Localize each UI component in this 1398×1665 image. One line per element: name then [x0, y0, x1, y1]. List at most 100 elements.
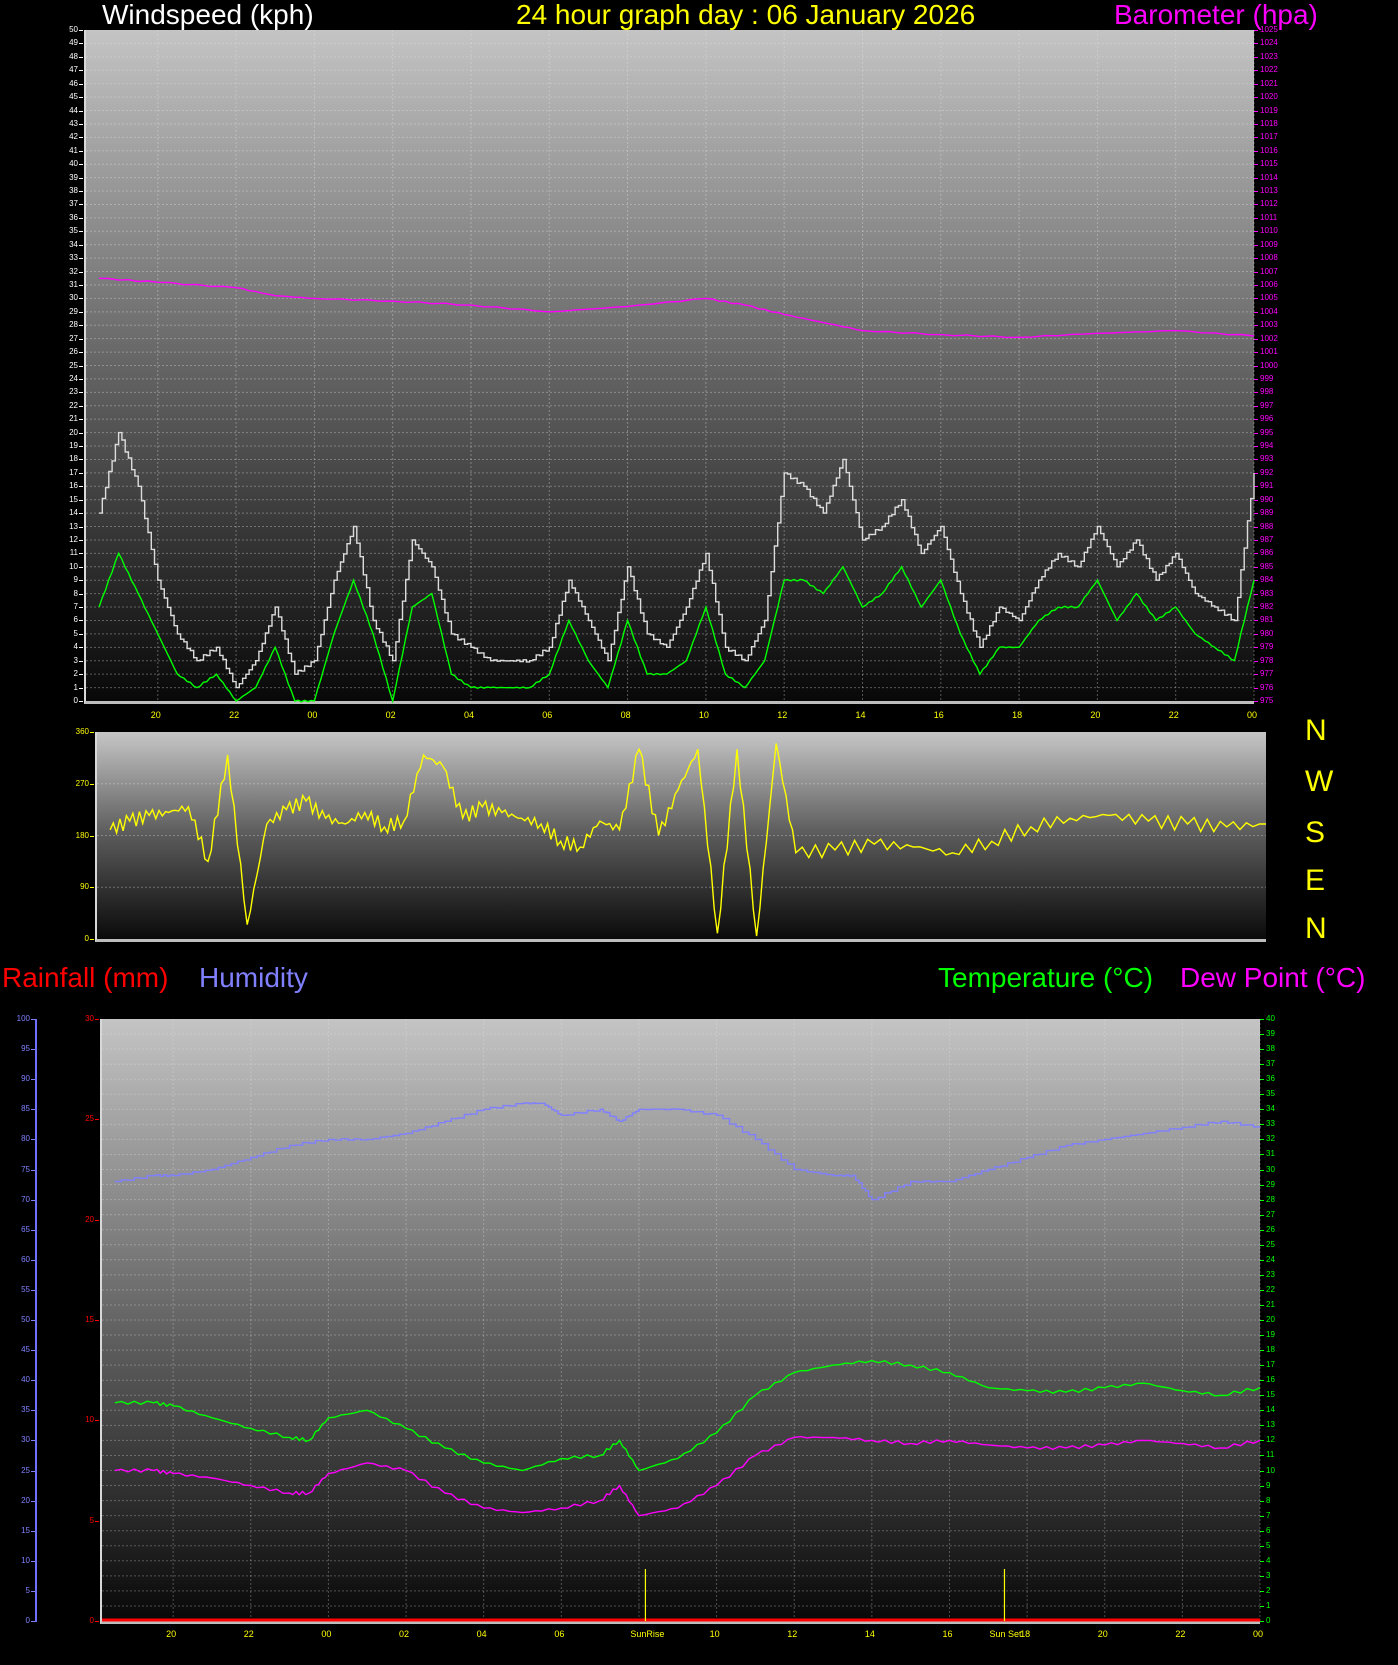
axis-tick-label: 18 [1266, 1345, 1275, 1355]
x-axis-tick-label: 14 [864, 1629, 875, 1639]
axis-tick-label: 1002 [1260, 333, 1278, 343]
axis-tick-label: 75 [21, 1164, 30, 1174]
axis-tick-label: 36 [69, 212, 78, 222]
axis-tick-label: 976 [1260, 682, 1274, 692]
axis-tick-label: 995 [1260, 427, 1274, 437]
compass-label-south: S [1305, 816, 1326, 849]
axis-tick-label: 15 [1266, 1390, 1275, 1400]
axis-tick-label: 9 [1266, 1480, 1271, 1490]
x-axis-tick-label: 12 [787, 1629, 798, 1639]
temperature-humidity-lines [102, 1019, 1261, 1622]
axis-tick-label: 40 [69, 159, 78, 169]
axis-tick-label: 18 [69, 454, 78, 464]
axis-tick-label: 7 [1266, 1510, 1271, 1520]
axis-tick-label: 270 [75, 778, 89, 788]
axis-tick-label: 38 [69, 186, 78, 196]
axis-tick-label: 0 [1266, 1616, 1271, 1625]
axis-tick-label: 982 [1260, 602, 1274, 612]
axis-tick-label: 22 [1266, 1284, 1275, 1294]
axis-tick-label: 39 [1266, 1029, 1275, 1039]
axis-tick-label: 10 [1266, 1465, 1275, 1475]
compass-label-north-top: N [1305, 714, 1327, 747]
axis-tick-label: 8 [73, 588, 78, 598]
axis-tick-label: 0 [89, 1616, 94, 1625]
axis-tick-label: 5 [73, 628, 78, 638]
x-axis-tick-label: 16 [942, 1629, 953, 1639]
x-axis-tick-label: 16 [933, 710, 944, 720]
axis-tick-label: 44 [69, 105, 78, 115]
axis-tick-label: 10 [85, 1415, 94, 1425]
axis-tick-label: 1024 [1260, 38, 1278, 48]
axis-tick-label: 985 [1260, 561, 1274, 571]
axis-tick-label: 986 [1260, 548, 1274, 558]
axis-tick-label: 30 [1266, 1164, 1275, 1174]
axis-tick-label: 24 [69, 373, 78, 383]
dew-point-title: Dew Point (°C) [1180, 962, 1366, 993]
axis-tick-label: 37 [69, 199, 78, 209]
compass-label-north-bottom: N [1305, 912, 1327, 945]
axis-tick-label: 1001 [1260, 347, 1278, 357]
axis-tick-label: 11 [69, 548, 78, 558]
axis-tick-label: 25 [1266, 1239, 1275, 1249]
axis-tick-label: 180 [75, 830, 89, 840]
axis-tick-label: 14 [69, 508, 78, 518]
axis-tick-label: 10 [21, 1555, 30, 1565]
axis-tick-label: 35 [1266, 1089, 1275, 1099]
axis-tick-label: 24 [1266, 1254, 1275, 1264]
axis-tick-label: 40 [1266, 1014, 1275, 1023]
axis-tick-label: 90 [21, 1074, 30, 1084]
x-axis-tick-label: 22 [243, 1629, 254, 1639]
axis-tick-label: 16 [1266, 1375, 1275, 1385]
axis-tick-label: 33 [69, 253, 78, 263]
x-axis-tick-label: 18 [1012, 710, 1023, 720]
humidity-axis-line [35, 1019, 37, 1622]
axis-tick-label: 95 [21, 1044, 30, 1054]
axis-tick-label: 45 [69, 92, 78, 102]
axis-tick-label: 1005 [1260, 293, 1278, 303]
x-axis-tick-label: 20 [150, 710, 161, 720]
axis-tick-label: 4 [73, 642, 78, 652]
axis-tick-label: 2 [73, 669, 78, 679]
x-axis-tick-label: 22 [1175, 1629, 1186, 1639]
axis-tick-label: 27 [1266, 1209, 1275, 1219]
axis-tick-label: 6 [1266, 1525, 1271, 1535]
axis-tick-label: 1020 [1260, 92, 1278, 102]
x-axis-tick-label: 02 [399, 1629, 410, 1639]
axis-tick-label: 43 [69, 118, 78, 128]
axis-tick-label: 32 [69, 266, 78, 276]
windspeed-barometer-plot [84, 30, 1255, 704]
axis-tick-label: 1004 [1260, 306, 1278, 316]
axis-tick-label: 55 [21, 1284, 30, 1294]
axis-tick-label: 29 [1266, 1179, 1275, 1189]
x-axis-tick-label: 12 [777, 710, 788, 720]
axis-tick-label: 1025 [1260, 25, 1278, 34]
axis-tick-label: 41 [69, 145, 78, 155]
axis-tick-label: 40 [21, 1375, 30, 1385]
axis-tick-label: 90 [80, 882, 89, 892]
axis-tick-label: 30 [21, 1435, 30, 1445]
axis-tick-label: 2 [1266, 1585, 1271, 1595]
axis-tick-label: 983 [1260, 588, 1274, 598]
axis-tick-label: 984 [1260, 575, 1274, 585]
axis-tick-label: 988 [1260, 521, 1274, 531]
axis-tick-label: 990 [1260, 494, 1274, 504]
graph-date-title: 24 hour graph day : 06 January 2026 [516, 0, 976, 30]
axis-tick-label: 36 [1266, 1074, 1275, 1084]
axis-tick-label: 1016 [1260, 145, 1278, 155]
axis-tick-label: 998 [1260, 387, 1274, 397]
axis-tick-label: 46 [69, 78, 78, 88]
axis-tick-label: 1019 [1260, 105, 1278, 115]
axis-tick-label: 20 [21, 1495, 30, 1505]
x-axis-tick-label: 14 [855, 710, 866, 720]
axis-tick-label: 991 [1260, 481, 1274, 491]
axis-tick-label: 13 [1266, 1420, 1275, 1430]
temperature-humidity-plot [100, 1019, 1261, 1624]
axis-tick-label: 15 [21, 1525, 30, 1535]
x-axis-tick-label: SunRise [630, 1629, 665, 1639]
axis-tick-label: 11 [1266, 1450, 1275, 1460]
axis-tick-label: 0 [84, 934, 89, 943]
axis-tick-label: 25 [69, 360, 78, 370]
axis-tick-label: 989 [1260, 508, 1274, 518]
axis-tick-label: 994 [1260, 441, 1274, 451]
axis-tick-label: 65 [21, 1224, 30, 1234]
